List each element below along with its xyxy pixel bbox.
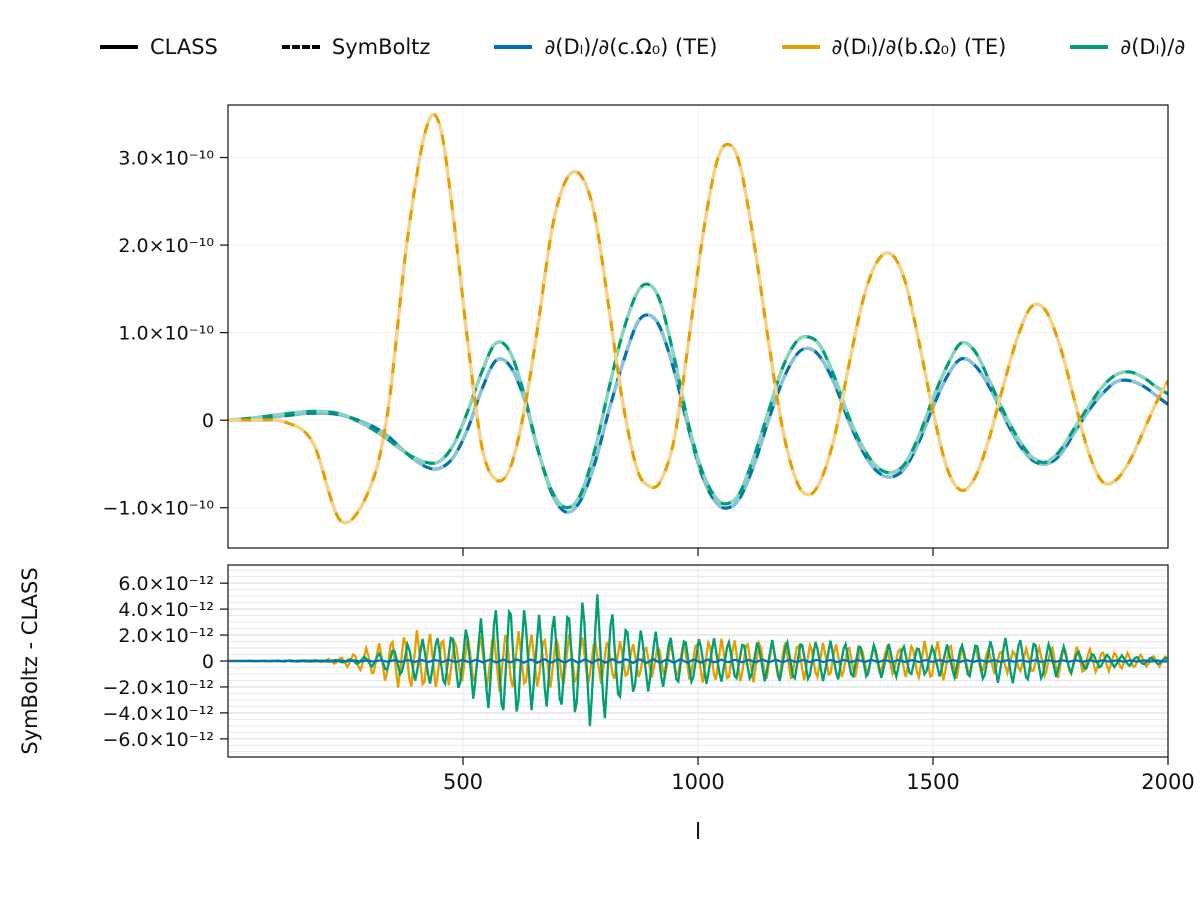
curve-symboltz-1 xyxy=(228,113,1168,525)
legend-item: ∂(Dₗ)/∂(c.Ω₀) (TE) xyxy=(494,35,718,59)
bottom-panel-ylabel: SymBoltz - CLASS xyxy=(18,567,42,755)
legend-item: SymBoltz xyxy=(281,35,431,59)
legend-label: ∂(Dₗ)/∂ xyxy=(1120,35,1186,59)
top-y-tick-label: 1.0×10⁻¹⁰ xyxy=(118,323,214,345)
bottom-y-tick-label: 2.0×10⁻¹² xyxy=(118,625,214,647)
top-y-tick-label: −1.0×10⁻¹⁰ xyxy=(103,498,215,520)
x-tick-label: 500 xyxy=(443,770,483,794)
legend-item: CLASS xyxy=(100,35,218,59)
curve-class-2 xyxy=(228,282,1168,510)
legend-line-sample xyxy=(781,45,820,49)
bottom-y-tick-label: 0 xyxy=(202,651,214,673)
legend-label: ∂(Dₗ)/∂(c.Ω₀) (TE) xyxy=(544,35,718,59)
legend-label: SymBoltz xyxy=(331,35,431,59)
legend-line-sample xyxy=(1070,45,1109,49)
residual-line-2 xyxy=(228,657,1168,665)
legend-item: ∂(Dₗ)/∂ xyxy=(1070,35,1185,59)
legend-line-sample xyxy=(494,45,533,49)
legend-label: CLASS xyxy=(150,35,218,59)
bottom-y-tick-label: 4.0×10⁻¹² xyxy=(118,599,214,621)
bottom-y-tick-label: −6.0×10⁻¹² xyxy=(103,729,215,751)
x-axis-label: l xyxy=(694,820,702,845)
top-y-tick-label: 3.0×10⁻¹⁰ xyxy=(118,148,214,170)
x-tick-label: 1500 xyxy=(906,770,959,794)
legend-label: ∂(Dₗ)/∂(b.Ω₀) (TE) xyxy=(831,35,1007,59)
legend-line-sample xyxy=(100,45,138,49)
bottom-y-tick-label: −2.0×10⁻¹² xyxy=(103,677,215,699)
legend-line-sample xyxy=(281,45,320,49)
bottom-y-tick-label: −4.0×10⁻¹² xyxy=(103,703,215,725)
top-y-tick-label: 0 xyxy=(202,410,214,432)
top-y-tick-label: 2.0×10⁻¹⁰ xyxy=(118,235,214,257)
legend-item: ∂(Dₗ)/∂(b.Ω₀) (TE) xyxy=(781,35,1007,59)
residual-line-1 xyxy=(228,594,1168,727)
x-tick-label: 2000 xyxy=(1141,770,1194,794)
bottom-y-tick-label: 6.0×10⁻¹² xyxy=(118,573,214,595)
curve-symboltz-0 xyxy=(228,313,1168,514)
x-tick-label: 1000 xyxy=(671,770,724,794)
legend: CLASS SymBoltz ∂(Dₗ)/∂(c.Ω₀) (TE) ∂(Dₗ)/∂(b… xyxy=(0,26,1200,68)
